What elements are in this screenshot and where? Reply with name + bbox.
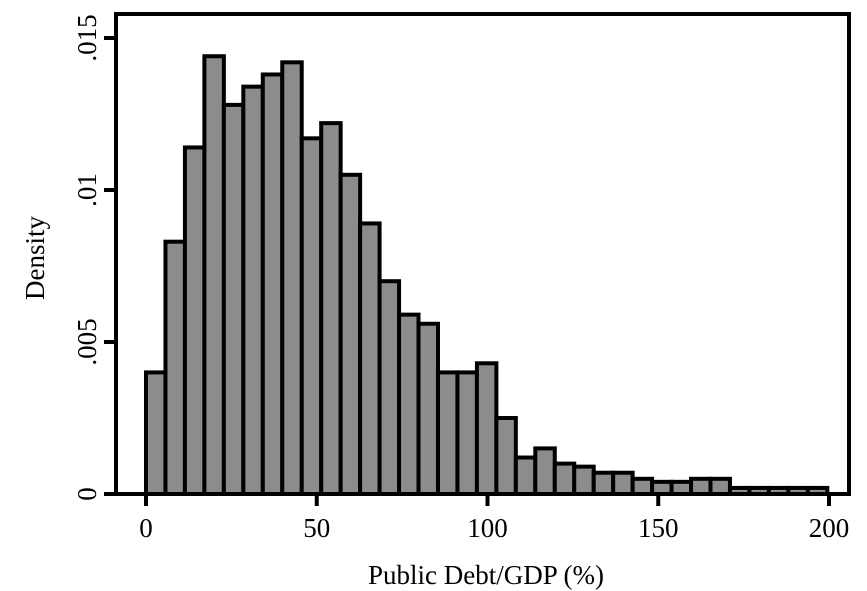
histogram-bar bbox=[689, 476, 713, 496]
histogram-bar bbox=[397, 312, 421, 497]
histogram-bar bbox=[319, 121, 343, 497]
histogram-bar bbox=[533, 446, 557, 496]
histogram-bar bbox=[513, 455, 538, 496]
histogram-bar bbox=[552, 461, 577, 497]
histogram-bar bbox=[221, 102, 246, 496]
histogram-bar bbox=[358, 221, 382, 496]
x-tick-label: 100 bbox=[467, 513, 508, 543]
histogram-bar bbox=[474, 361, 499, 496]
histogram-bar bbox=[591, 470, 616, 497]
y-tick-label: .005 bbox=[72, 318, 102, 365]
histogram-bar bbox=[611, 470, 635, 497]
histogram-bar bbox=[455, 370, 479, 496]
histogram-bar bbox=[416, 321, 440, 497]
y-tick-label: .015 bbox=[72, 14, 102, 61]
x-tick-label: 0 bbox=[139, 513, 153, 543]
histogram-bar bbox=[708, 476, 732, 496]
y-tick-label: 0 bbox=[72, 487, 102, 501]
histogram-bar bbox=[241, 84, 265, 496]
x-tick-label: 200 bbox=[809, 513, 850, 543]
x-axis: 0 50 100 150 200 bbox=[139, 494, 849, 543]
plot-frame bbox=[114, 12, 851, 496]
histogram-bar bbox=[435, 370, 460, 496]
histogram-bar bbox=[572, 464, 596, 497]
histogram-bar bbox=[338, 172, 363, 497]
x-tick-label: 50 bbox=[303, 513, 330, 543]
histogram-bar bbox=[202, 54, 226, 497]
histogram-bar bbox=[494, 416, 518, 496]
x-axis-label: Public Debt/GDP (%) bbox=[368, 560, 604, 590]
histogram-bar bbox=[299, 136, 324, 496]
histogram-bar bbox=[260, 72, 285, 496]
y-tick-label: .01 bbox=[72, 173, 102, 207]
histogram-bar bbox=[163, 239, 187, 496]
y-axis-label: Density bbox=[20, 216, 50, 300]
histogram-bar bbox=[280, 60, 304, 496]
histogram-bar bbox=[377, 279, 402, 497]
histogram-bar bbox=[630, 476, 655, 496]
histogram-bar bbox=[144, 370, 168, 496]
histogram-bar bbox=[182, 145, 207, 496]
x-tick-label: 150 bbox=[638, 513, 679, 543]
y-axis: 0 .005 .01 .015 bbox=[72, 14, 116, 501]
